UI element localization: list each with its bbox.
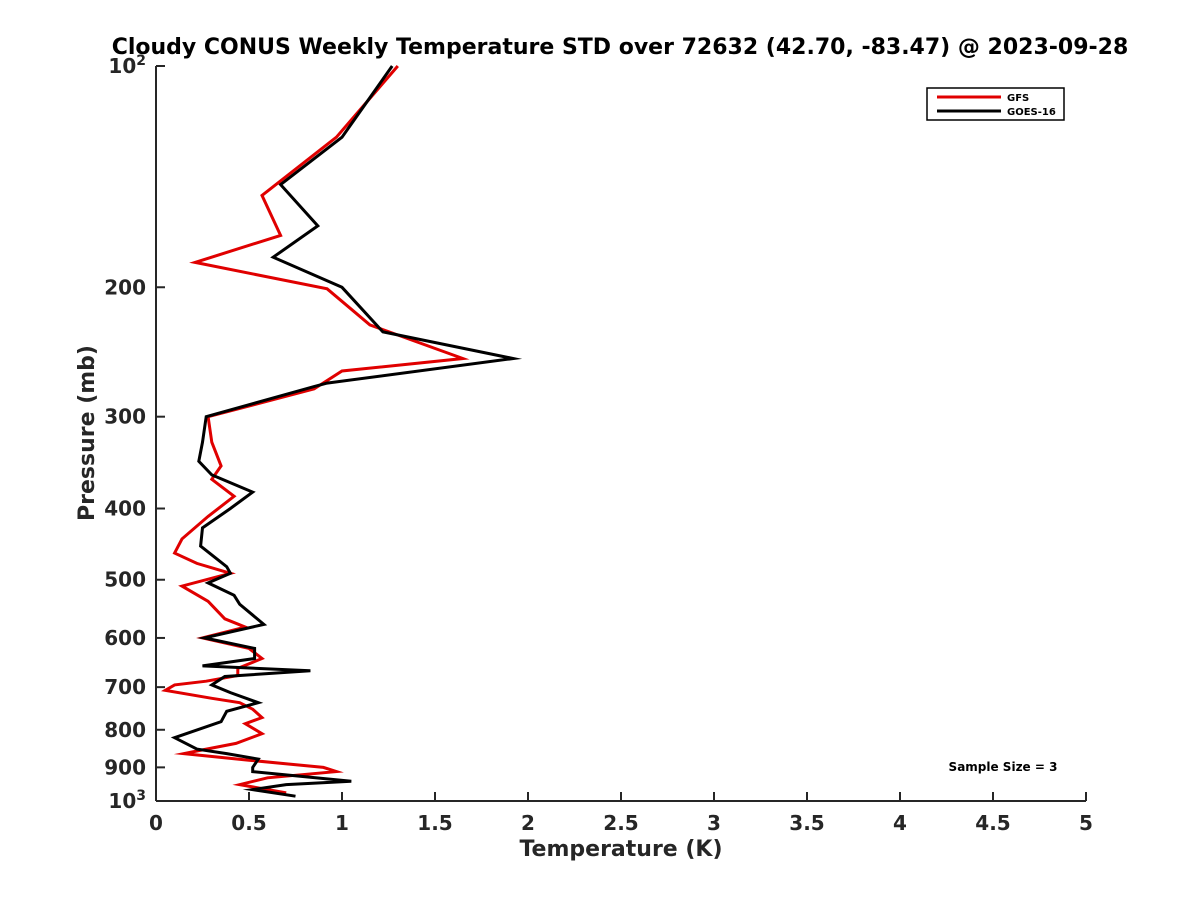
x-tick-label: 3.5: [789, 811, 824, 835]
legend-label-goes-16: GOES-16: [1007, 107, 1056, 118]
y-tick-label: 800: [104, 718, 146, 742]
y-tick-label: 300: [104, 405, 146, 429]
legend-label-gfs: GFS: [1007, 93, 1029, 104]
series-layer: [160, 65, 523, 798]
y-tick-label: 900: [104, 755, 146, 779]
y-tick-label: 500: [104, 568, 146, 592]
x-axis-label: Temperature (K): [519, 837, 722, 862]
x-tick-label: 0: [149, 811, 163, 835]
y-tick-label: 103: [108, 788, 146, 813]
y-tick-label: 700: [104, 675, 146, 699]
series-line-gfs: [160, 65, 470, 795]
x-tick-label: 2: [521, 811, 535, 835]
legend: GFS GOES-16: [926, 87, 1065, 121]
x-tick-label: 2.5: [603, 811, 638, 835]
x-tick-label: 0.5: [231, 811, 266, 835]
x-tick-label: 3: [707, 811, 721, 835]
x-tick-label: 5: [1079, 811, 1093, 835]
y-tick-label: 102: [108, 53, 146, 78]
x-tick-label: 1: [335, 811, 349, 835]
axes: 0 0.5 1 1.5 2 2.5 3 3.5 4 4.5 5 102 200 300 400 500 600 7…: [104, 53, 1093, 835]
x-tick-label: 1.5: [417, 811, 452, 835]
sample-size-annotation: Sample Size = 3: [949, 760, 1058, 774]
legend-box: [926, 87, 1065, 121]
series-line-goes-16: [170, 65, 523, 798]
x-tick-label: 4.5: [975, 811, 1010, 835]
y-axis-label: Pressure (mb): [75, 345, 100, 521]
y-tick-label: 200: [104, 275, 146, 299]
y-tick-label: 400: [104, 497, 146, 521]
chart-title: Cloudy CONUS Weekly Temperature STD over…: [112, 35, 1129, 60]
y-tick-label: 600: [104, 626, 146, 650]
x-tick-label: 4: [893, 811, 907, 835]
